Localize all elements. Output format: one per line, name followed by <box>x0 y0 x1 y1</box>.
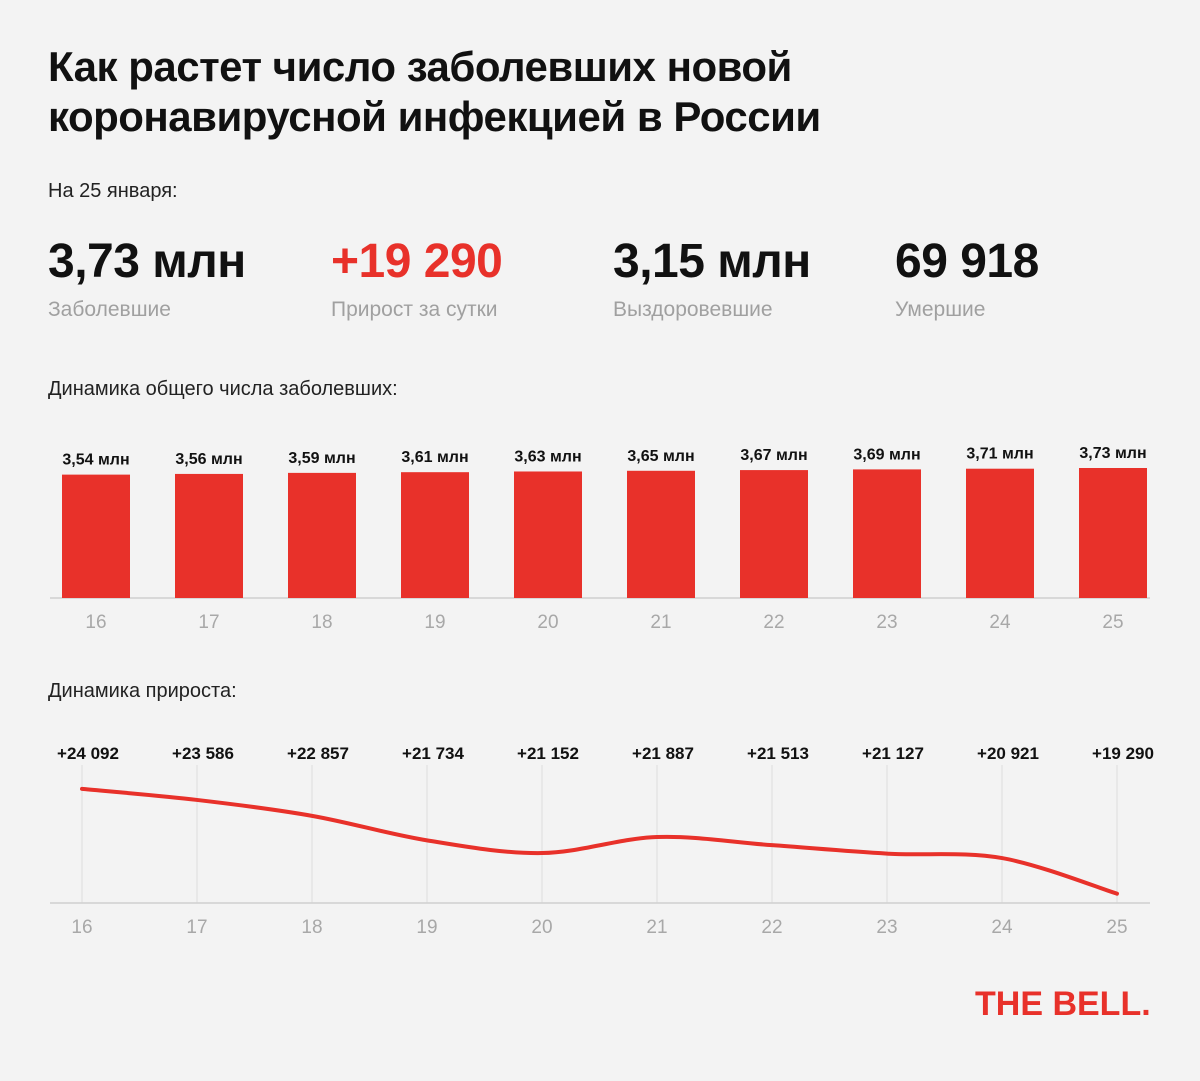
series-line <box>80 786 1119 896</box>
line-value-label: +20 921 <box>977 744 1039 763</box>
bar-value-label: 3,69 млн <box>853 446 920 463</box>
bar-x-tick: 17 <box>198 612 219 633</box>
bar <box>740 470 808 598</box>
line-value-label: +21 513 <box>747 744 809 763</box>
bar <box>514 471 582 598</box>
line-x-tick: 16 <box>71 917 92 938</box>
line-chart-title: Динамика прироста: <box>48 680 237 702</box>
bar-x-tick: 16 <box>85 612 106 633</box>
date-label: На 25 января: <box>48 180 178 202</box>
line-value-label: +21 127 <box>862 744 924 763</box>
stat-deaths: 69 918 Умершие <box>895 232 1039 322</box>
line-x-tick: 22 <box>761 917 782 938</box>
line-value-label: +23 586 <box>172 744 234 763</box>
line-value-label: +19 290 <box>1092 744 1154 763</box>
bar <box>62 474 130 598</box>
line-x-tick: 18 <box>301 917 322 938</box>
bar <box>853 469 921 598</box>
line-value-label: +21 152 <box>517 744 579 763</box>
page-title: Как растет число заболевших новой корона… <box>48 43 821 140</box>
line-x-tick: 19 <box>416 917 437 938</box>
stat-label: Выздоровевшие <box>613 298 773 321</box>
line-x-tick: 24 <box>991 917 1013 938</box>
bar-x-tick: 18 <box>311 612 332 633</box>
line-x-tick: 25 <box>1106 917 1127 938</box>
stat-value: +19 290 <box>331 235 503 288</box>
stat-daily-growth: +19 290 Прирост за сутки <box>331 232 503 322</box>
bar-value-label: 3,73 млн <box>1079 445 1146 462</box>
line-value-label: +21 887 <box>632 744 694 763</box>
bar-value-label: 3,56 млн <box>175 451 242 468</box>
stat-cases: 3,73 млн Заболевшие <box>48 232 246 322</box>
bar-x-tick: 22 <box>763 612 784 633</box>
bar-value-label: 3,67 млн <box>740 447 807 464</box>
bar-x-tick: 24 <box>989 612 1011 633</box>
line-x-tick: 21 <box>646 917 667 938</box>
line-x-tick: 23 <box>876 917 897 938</box>
bar-value-label: 3,71 млн <box>966 446 1033 463</box>
bar-chart: 3,54 млн 16 3,56 млн 17 3,59 млн 18 3,61 млн 19… <box>50 445 1150 633</box>
stat-value: 3,73 млн <box>48 235 246 288</box>
line-x-tick: 20 <box>531 917 552 938</box>
stat-value: 3,15 млн <box>613 235 811 288</box>
bar-x-tick: 21 <box>650 612 671 633</box>
line-value-label: +21 734 <box>402 744 464 763</box>
bar-value-label: 3,61 млн <box>401 449 468 466</box>
stat-label: Заболевшие <box>48 298 171 321</box>
bar <box>175 473 243 598</box>
bar-x-tick: 23 <box>876 612 897 633</box>
bar <box>627 470 695 598</box>
bar-value-label: 3,65 млн <box>627 448 694 465</box>
line-value-label: +24 092 <box>57 744 119 763</box>
bar <box>966 468 1034 598</box>
bar-value-label: 3,63 млн <box>514 448 581 465</box>
bar-value-label: 3,59 млн <box>288 450 355 467</box>
stat-value: 69 918 <box>895 235 1039 288</box>
stat-label: Прирост за сутки <box>331 298 498 321</box>
bar <box>1079 468 1147 598</box>
bar <box>401 472 469 598</box>
bar-chart-title: Динамика общего числа заболевших: <box>48 378 398 400</box>
stat-label: Умершие <box>895 298 986 321</box>
bar-value-label: 3,54 млн <box>62 452 129 469</box>
line-chart: +24 092 16 +23 586 17 +22 857 18 +21 734 19 +21 … <box>50 744 1154 938</box>
brand-logo: THE BELL. <box>975 985 1151 1023</box>
line-x-tick: 17 <box>186 917 207 938</box>
bar-x-tick: 19 <box>424 612 445 633</box>
bar-x-tick: 20 <box>537 612 558 633</box>
stat-recovered: 3,15 млн Выздоровевшие <box>613 232 811 322</box>
bar <box>288 472 356 598</box>
line-value-label: +22 857 <box>287 744 349 763</box>
bar-x-tick: 25 <box>1102 612 1123 633</box>
